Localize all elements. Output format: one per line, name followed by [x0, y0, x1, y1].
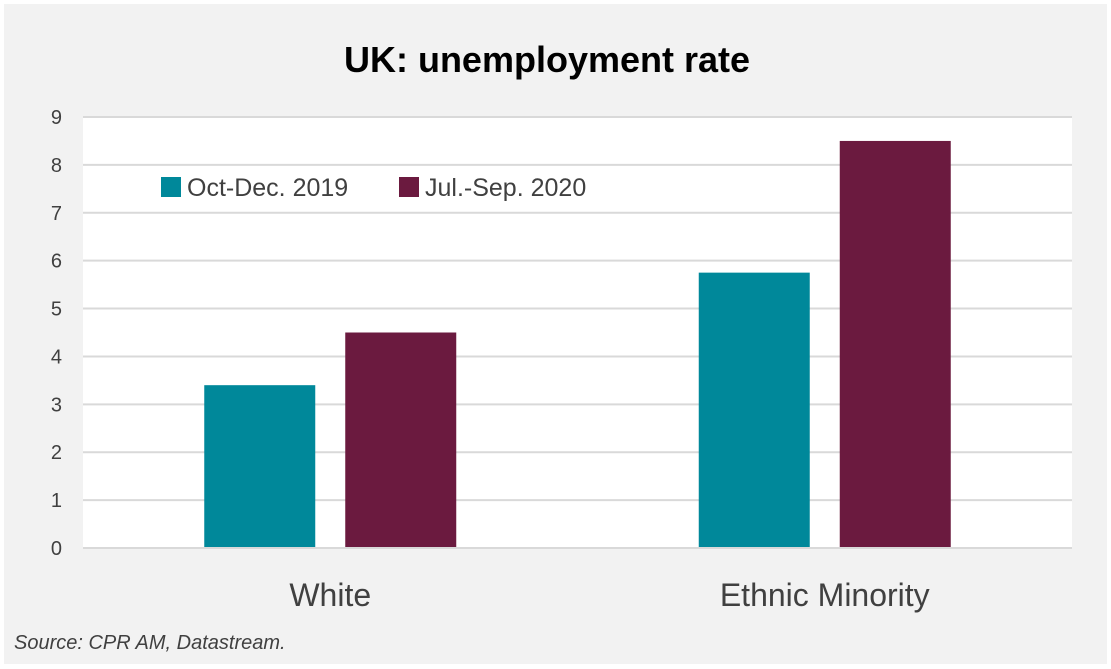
legend-swatch: [399, 177, 419, 197]
y-tick-label: 0: [51, 538, 62, 560]
y-tick-label: 9: [51, 107, 62, 129]
y-tick-label: 7: [51, 203, 62, 225]
bar-series1: [204, 385, 316, 548]
y-tick-label: 6: [51, 251, 62, 273]
y-tick-label: 4: [51, 346, 62, 368]
y-tick-label: 8: [51, 155, 62, 177]
x-category-label: White: [289, 577, 371, 613]
x-category-label: Ethnic Minority: [720, 577, 930, 613]
bar-series2: [839, 140, 951, 548]
bar-series1: [698, 272, 810, 548]
legend-label: Oct-Dec. 2019: [187, 174, 348, 202]
legend-label: Jul.-Sep. 2020: [425, 174, 586, 202]
bar-series2: [345, 332, 457, 548]
legend-swatch: [161, 177, 181, 197]
y-tick-label: 5: [51, 299, 62, 321]
source-note: Source: CPR AM, Datastream.: [14, 632, 286, 654]
y-tick-label: 3: [51, 394, 62, 416]
y-tick-label: 2: [51, 442, 62, 464]
chart-title: UK: unemployment rate: [344, 39, 750, 80]
y-tick-label: 1: [51, 490, 62, 512]
